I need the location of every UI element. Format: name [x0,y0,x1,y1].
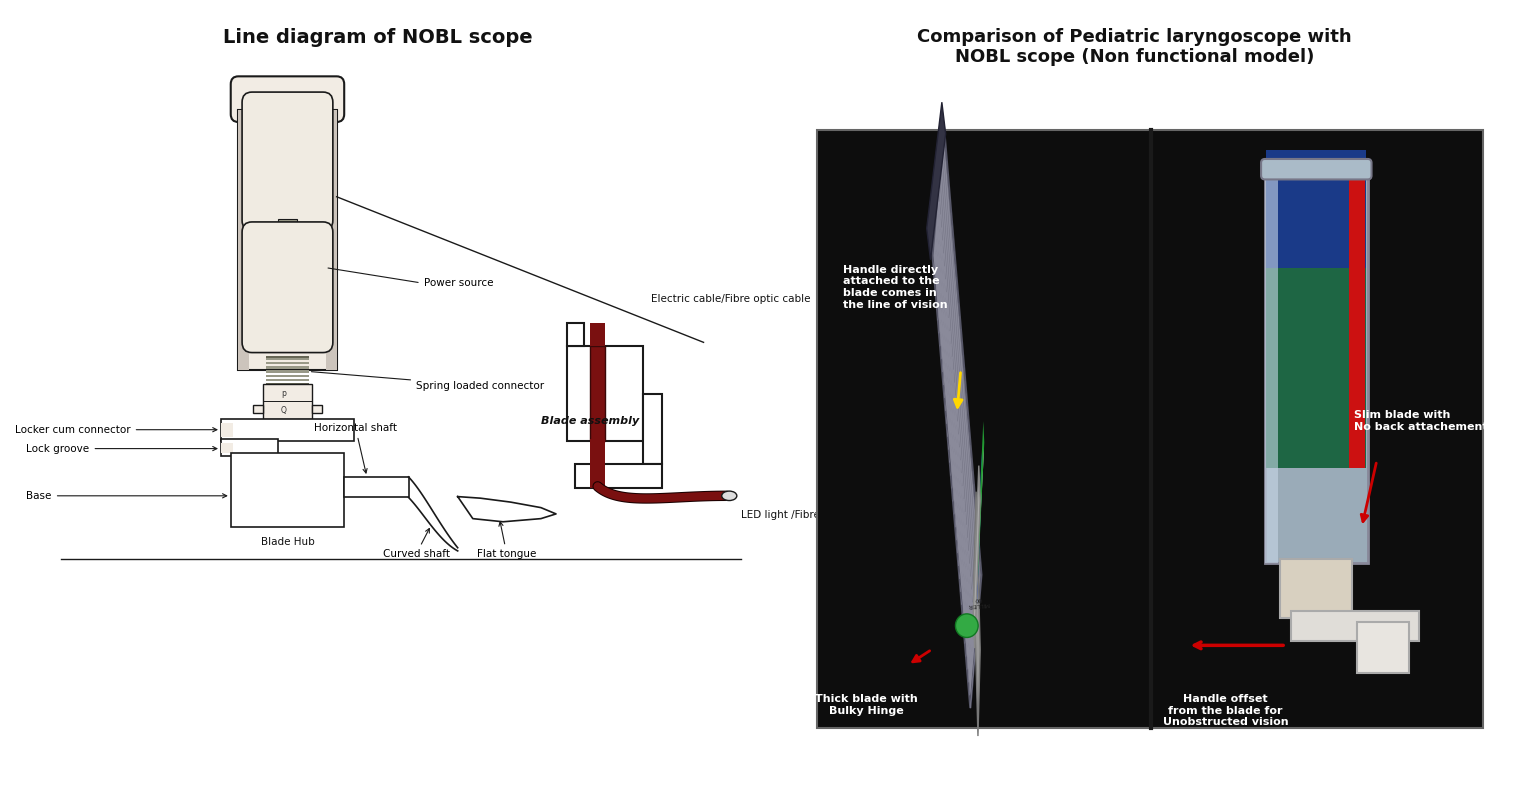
Bar [266,370,309,373]
FancyBboxPatch shape [242,222,333,353]
Polygon shape [974,492,980,736]
Bar [266,356,309,358]
Text: Power source: Power source [328,268,493,288]
Text: Handle directly
attached to the
blade comes in
the line of vision: Handle directly attached to the blade co… [843,265,949,309]
Bar [345,477,409,497]
Text: Flat tongue: Flat tongue [477,522,537,560]
FancyBboxPatch shape [242,92,333,231]
Bar [643,394,663,464]
Bar [1280,559,1353,618]
Bar [590,346,605,441]
Bar [1350,177,1365,468]
Text: Base: Base [27,491,227,501]
Text: LED light /Fibre optic light: LED light /Fibre optic light [741,511,876,520]
Bar [230,453,343,527]
Bar [266,379,309,382]
FancyBboxPatch shape [230,76,343,122]
Polygon shape [457,497,557,522]
Text: Blade assembly: Blade assembly [542,416,638,426]
Bar [1265,169,1368,563]
Bar [590,439,605,488]
Bar [1265,169,1278,563]
Text: MILLER
00: MILLER 00 [967,596,990,608]
Bar [312,405,322,413]
Bar [239,110,336,370]
Bar [817,130,1483,728]
Bar [1291,611,1419,641]
Bar [221,443,233,453]
Bar [567,346,643,441]
Bar [567,323,584,346]
Bar [575,464,663,488]
Polygon shape [926,102,946,260]
Text: Locker cum connector: Locker cum connector [15,425,216,434]
Bar [239,110,248,370]
Text: Electric cable/Fibre optic cable: Electric cable/Fibre optic cable [651,294,809,304]
Bar [266,366,309,368]
Bar [254,405,263,413]
Text: p: p [281,389,286,398]
Bar [263,384,312,419]
Polygon shape [976,453,982,606]
Bar [1266,150,1366,268]
Bar [266,383,309,386]
Bar [325,110,336,370]
Bar [221,423,233,437]
FancyBboxPatch shape [1260,159,1371,179]
Bar [590,346,605,441]
Bar [266,362,309,364]
Ellipse shape [722,491,737,501]
Bar [266,375,309,377]
Polygon shape [976,442,983,586]
Text: Thick blade with
Bulky Hinge: Thick blade with Bulky Hinge [816,694,917,715]
Text: Line diagram of NOBL scope: Line diagram of NOBL scope [224,28,533,46]
Text: Comparison of Pediatric laryngoscope with
NOBL scope (Non functional model): Comparison of Pediatric laryngoscope wit… [917,28,1353,66]
Bar [266,383,309,386]
Text: Blade Hub: Blade Hub [260,537,315,547]
Circle shape [956,614,977,637]
Bar [278,219,297,231]
Bar [266,357,309,360]
Text: Handle offset
from the blade for
Unobstructed vision: Handle offset from the blade for Unobstr… [1162,694,1289,727]
Bar [221,419,354,441]
Polygon shape [973,466,980,648]
Text: Curved shaft: Curved shaft [383,529,449,560]
Text: Lock groove: Lock groove [27,444,216,453]
Bar [1357,622,1409,673]
Bar [590,323,605,346]
Bar [1266,264,1366,468]
Polygon shape [932,122,982,708]
Bar [221,439,278,456]
Text: Horizontal shaft: Horizontal shaft [315,423,396,473]
Polygon shape [977,421,985,576]
Text: Q: Q [281,406,286,416]
Text: Slim blade with
No back attachement: Slim blade with No back attachement [1354,410,1487,432]
Text: Spring loaded connector: Spring loaded connector [312,371,545,390]
